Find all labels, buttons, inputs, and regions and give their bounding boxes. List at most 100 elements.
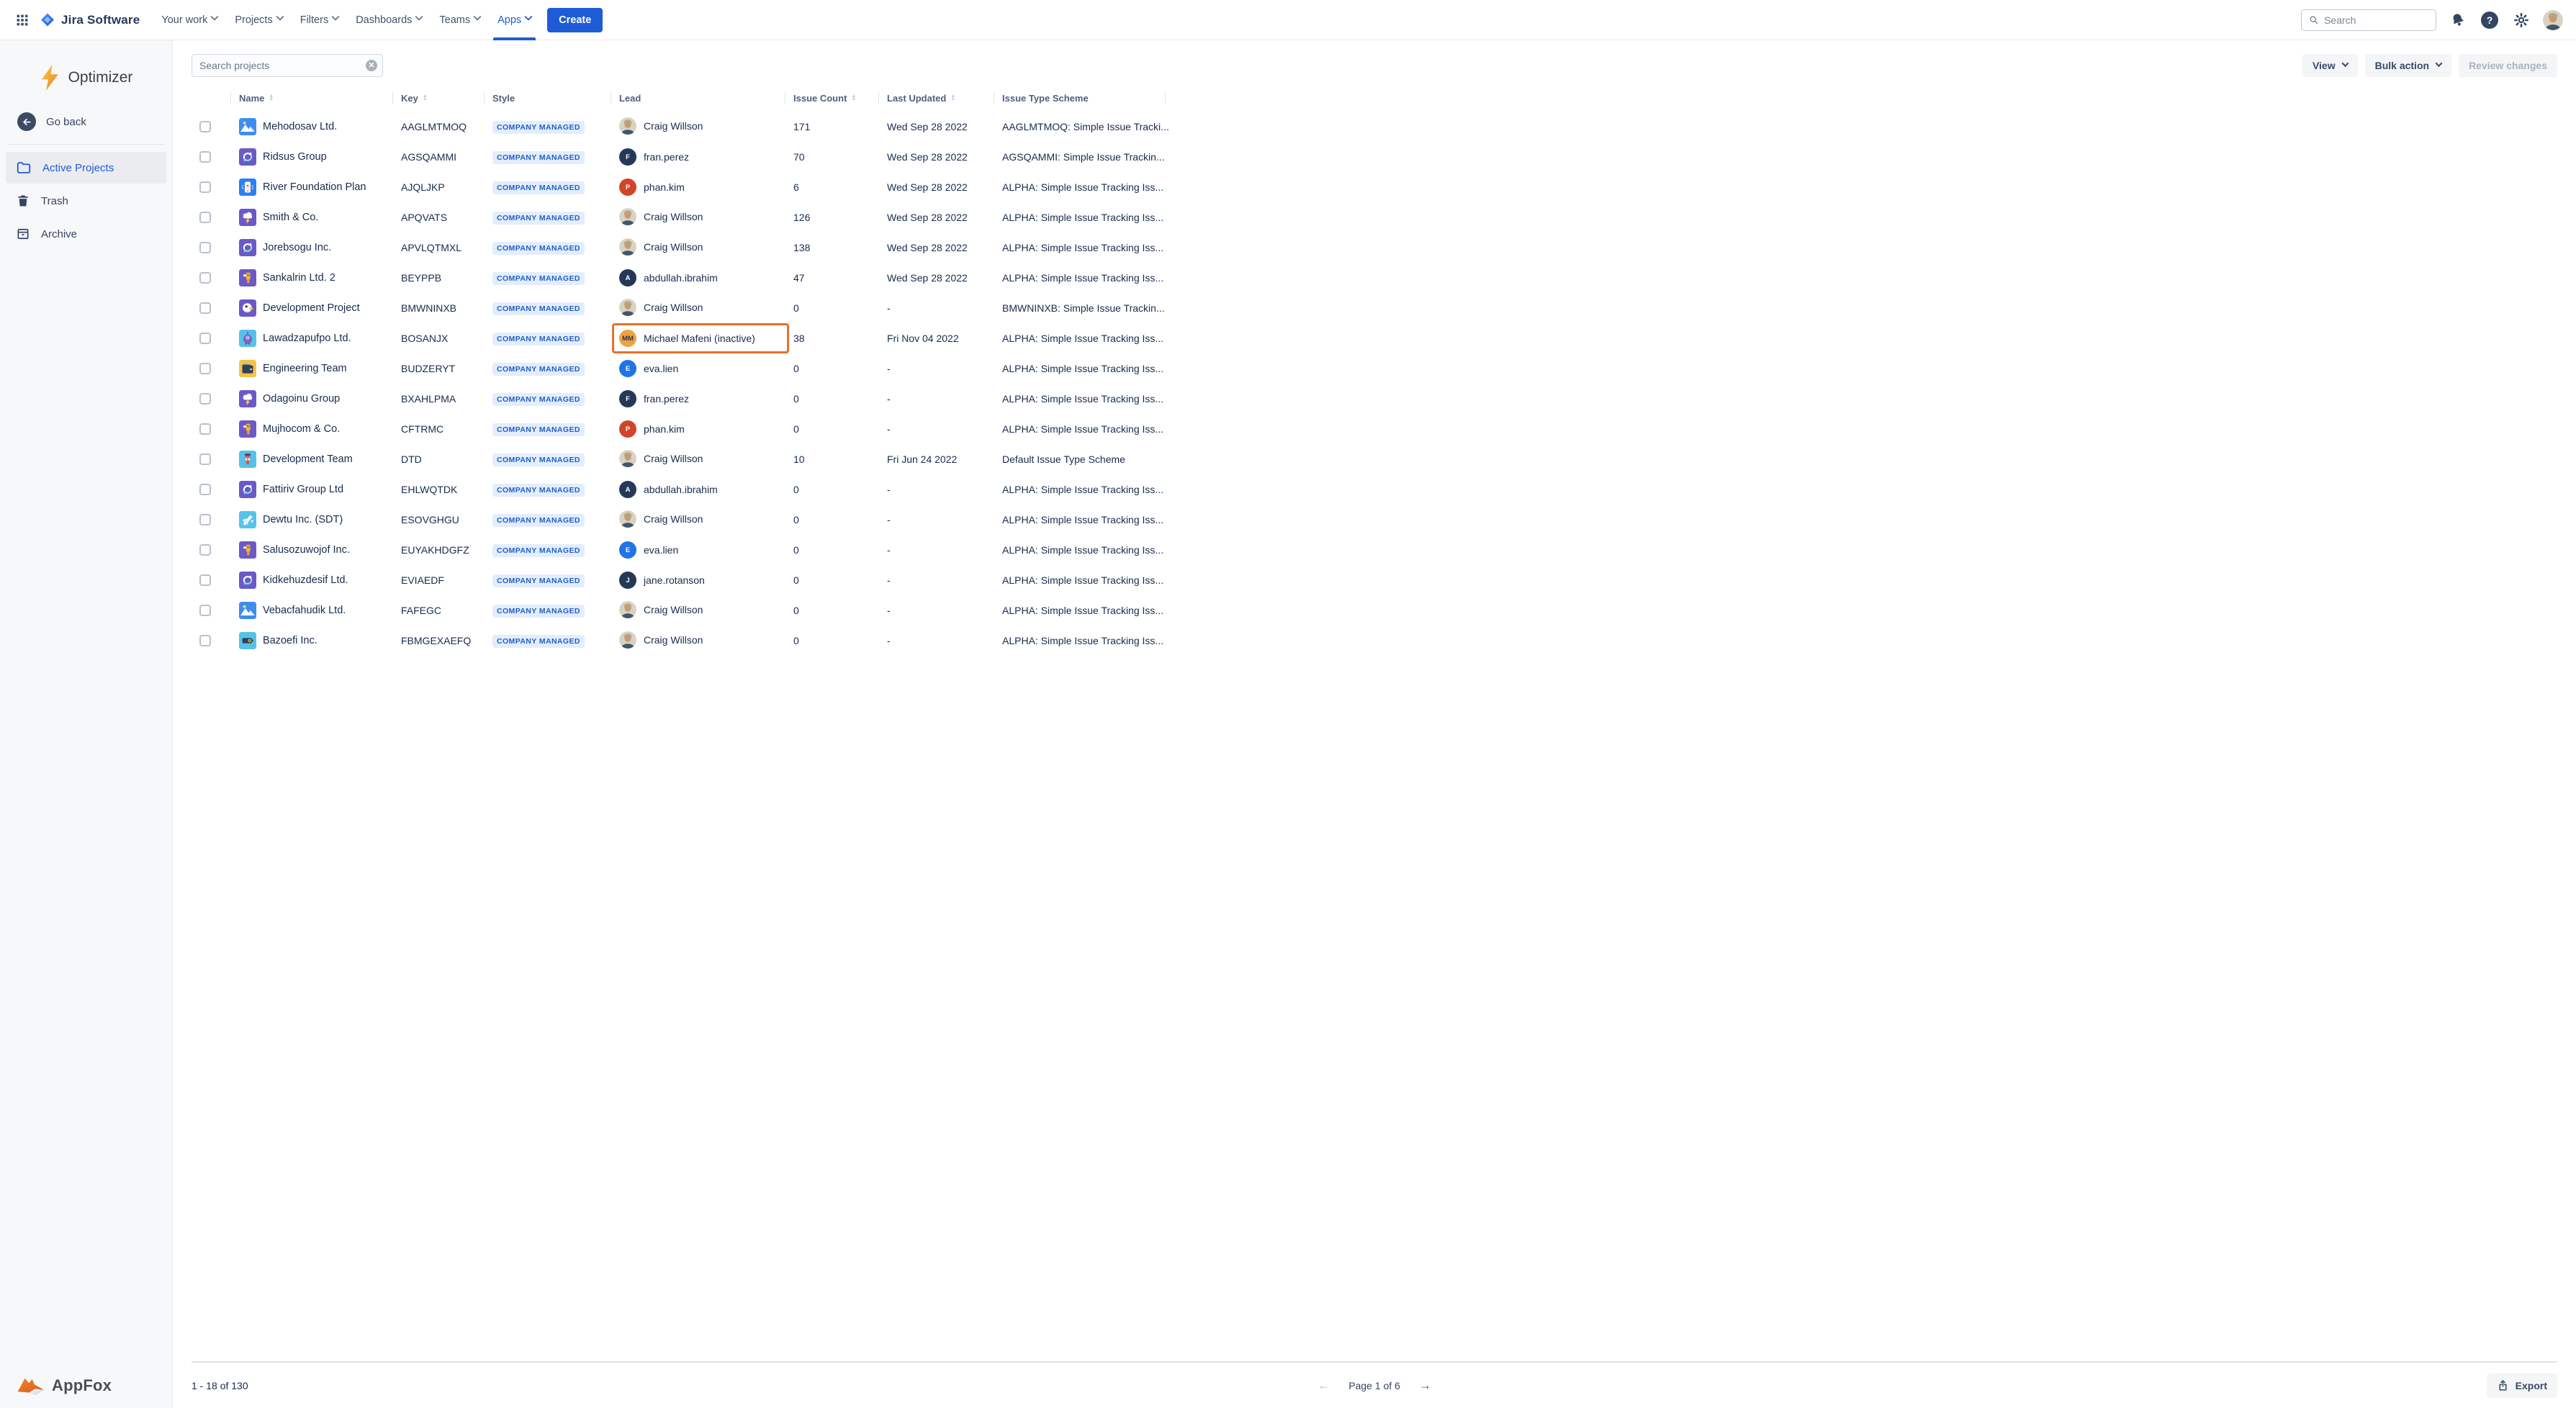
sort-icon[interactable]: ▲ ▼ bbox=[851, 94, 857, 102]
table-row[interactable]: Ridsus Group AGSQAMMI COMPANY MANAGED F … bbox=[192, 142, 2557, 172]
issue-type-scheme: ALPHA: Simple Issue Tracking Iss... bbox=[1002, 423, 1164, 435]
sidebar-item-trash[interactable]: Trash bbox=[6, 185, 166, 217]
project-key: CFTRMC bbox=[401, 423, 444, 435]
row-checkbox[interactable] bbox=[199, 242, 211, 253]
row-checkbox[interactable] bbox=[199, 151, 211, 163]
lead-name: Craig Willson bbox=[644, 301, 703, 313]
search-icon bbox=[2310, 16, 2318, 24]
row-checkbox[interactable] bbox=[199, 393, 211, 405]
mountain-project-icon bbox=[239, 602, 256, 619]
row-checkbox[interactable] bbox=[199, 272, 211, 284]
global-search[interactable] bbox=[2301, 9, 2436, 31]
bulk-action-button[interactable]: Bulk action bbox=[2364, 54, 2452, 77]
row-checkbox[interactable] bbox=[199, 484, 211, 495]
lead-avatar-photo bbox=[619, 238, 636, 256]
table-row[interactable]: Lawadzapufpo Ltd. BOSANJX COMPANY MANAGE… bbox=[192, 323, 2557, 353]
coffee-project-icon bbox=[239, 451, 256, 468]
notification-bell-icon[interactable] bbox=[2448, 10, 2468, 30]
search-projects-input[interactable] bbox=[192, 54, 383, 77]
lead-cell: E eva.lien bbox=[619, 360, 678, 377]
sort-icon[interactable]: ▲ ▼ bbox=[950, 94, 956, 102]
table-row[interactable]: Sankalrin Ltd. 2 BEYPPB COMPANY MANAGED … bbox=[192, 263, 2557, 293]
lead-avatar: MM bbox=[619, 330, 636, 347]
sidebar-item-archive[interactable]: Archive bbox=[6, 218, 166, 250]
user-avatar[interactable] bbox=[2543, 9, 2563, 30]
nav-item-projects[interactable]: Projects bbox=[226, 0, 291, 40]
app-switcher-icon[interactable] bbox=[10, 8, 35, 32]
table-row[interactable]: Fattiriv Group Ltd EHLWQTDK COMPANY MANA… bbox=[192, 474, 2557, 505]
table-row[interactable]: Smith & Co. APQVATS COMPANY MANAGED Crai… bbox=[192, 202, 2557, 233]
scanner-project-icon bbox=[239, 269, 256, 286]
table-row[interactable]: Development Project BMWNINXB COMPANY MAN… bbox=[192, 293, 2557, 323]
go-back-button[interactable]: Go back bbox=[17, 112, 161, 131]
lead-cell: J jane.rotanson bbox=[619, 572, 705, 589]
project-key: BMWNINXB bbox=[401, 302, 456, 314]
row-checkbox[interactable] bbox=[199, 363, 211, 374]
style-badge: COMPANY MANAGED bbox=[492, 392, 585, 406]
nav-item-dashboards[interactable]: Dashboards bbox=[347, 0, 431, 40]
nav-item-your-work[interactable]: Your work bbox=[153, 0, 226, 40]
row-checkbox[interactable] bbox=[199, 333, 211, 344]
column-header-key[interactable]: Key ▲ ▼ bbox=[392, 93, 484, 104]
table-row[interactable]: Jorebsogu Inc. APVLQTMXL COMPANY MANAGED… bbox=[192, 233, 2557, 263]
lead-name: abdullah.ibrahim bbox=[644, 272, 718, 284]
lead-cell: Craig Willson bbox=[619, 238, 703, 256]
last-updated: Wed Sep 28 2022 bbox=[887, 272, 968, 284]
table-row[interactable]: Bazoefi Inc. FBMGEXAEFQ COMPANY MANAGED … bbox=[192, 626, 2557, 656]
table-row[interactable]: Mehodosav Ltd. AAGLMTMOQ COMPANY MANAGED… bbox=[192, 112, 2557, 142]
table-row[interactable]: River Foundation Plan AJQLJKP COMPANY MA… bbox=[192, 172, 2557, 202]
clear-search-icon[interactable]: ✕ bbox=[366, 60, 377, 71]
table-row[interactable]: Odagoinu Group BXAHLPMA COMPANY MANAGED … bbox=[192, 384, 2557, 414]
table-row[interactable]: Salusozuwojof Inc. EUYAKHDGFZ COMPANY MA… bbox=[192, 535, 2557, 565]
review-changes-button[interactable]: Review changes bbox=[2459, 54, 2557, 77]
view-button[interactable]: View bbox=[2302, 54, 2358, 77]
sidebar-item-active-projects[interactable]: Active Projects bbox=[6, 152, 166, 184]
column-header-issue-count[interactable]: Issue Count ▲ ▼ bbox=[785, 93, 878, 104]
project-key: EVIAEDF bbox=[401, 574, 444, 586]
table-row[interactable]: Engineering Team BUDZERYT COMPANY MANAGE… bbox=[192, 353, 2557, 384]
row-checkbox[interactable] bbox=[199, 635, 211, 646]
export-button[interactable]: Export bbox=[2486, 1373, 2557, 1398]
archive-icon bbox=[16, 227, 30, 241]
lead-name: eva.lien bbox=[644, 363, 679, 374]
row-checkbox[interactable] bbox=[199, 574, 211, 586]
project-key: AGSQAMMI bbox=[401, 151, 457, 163]
row-checkbox[interactable] bbox=[199, 212, 211, 223]
column-header-name[interactable]: Name ▲ ▼ bbox=[230, 93, 392, 104]
column-header-last-updated[interactable]: Last Updated ▲ ▼ bbox=[878, 93, 994, 104]
row-checkbox[interactable] bbox=[199, 605, 211, 616]
issue-type-scheme: ALPHA: Simple Issue Tracking Iss... bbox=[1002, 635, 1164, 646]
row-checkbox[interactable] bbox=[199, 514, 211, 525]
style-badge: COMPANY MANAGED bbox=[492, 604, 585, 618]
jira-logo[interactable]: Jira Software bbox=[39, 12, 140, 29]
appfox-logo: AppFox bbox=[14, 1375, 112, 1396]
create-button[interactable]: Create bbox=[547, 7, 603, 32]
table-header: Name ▲ ▼ Key ▲ ▼ Style Lead Issue Count ▲ ▼ Last Up… bbox=[192, 89, 2557, 107]
row-checkbox[interactable] bbox=[199, 453, 211, 465]
help-icon[interactable]: ? bbox=[2480, 10, 2500, 30]
refresh-project-icon bbox=[239, 481, 256, 498]
lead-cell: Craig Willson bbox=[619, 600, 703, 618]
next-page-arrow-icon[interactable]: → bbox=[1418, 1378, 1431, 1392]
table-row[interactable]: Vebacfahudik Ltd. FAFEGC COMPANY MANAGED… bbox=[192, 595, 2557, 626]
row-checkbox[interactable] bbox=[199, 544, 211, 556]
global-search-input[interactable] bbox=[2324, 14, 2428, 26]
settings-gear-icon[interactable] bbox=[2511, 10, 2531, 30]
row-checkbox[interactable] bbox=[199, 121, 211, 132]
nav-item-apps[interactable]: Apps bbox=[489, 0, 540, 40]
row-checkbox[interactable] bbox=[199, 181, 211, 193]
nav-item-teams[interactable]: Teams bbox=[431, 0, 489, 40]
nav-item-filters[interactable]: Filters bbox=[292, 0, 347, 40]
lead-cell-highlighted: MM Michael Mafeni (inactive) bbox=[612, 323, 789, 353]
row-checkbox[interactable] bbox=[199, 423, 211, 435]
table-row[interactable]: Mujhocom & Co. CFTRMC COMPANY MANAGED P … bbox=[192, 414, 2557, 444]
sort-icon[interactable]: ▲ ▼ bbox=[422, 94, 428, 102]
table-row[interactable]: Dewtu Inc. (SDT) ESOVGHGU COMPANY MANAGE… bbox=[192, 505, 2557, 535]
table-row[interactable]: Development Team DTD COMPANY MANAGED Cra… bbox=[192, 444, 2557, 474]
sort-icon[interactable]: ▲ ▼ bbox=[269, 94, 274, 102]
table-row[interactable]: Kidkehuzdesif Ltd. EVIAEDF COMPANY MANAG… bbox=[192, 565, 2557, 595]
toolbar: ✕ View Bulk action Review changes bbox=[192, 54, 2557, 77]
prev-page-arrow-icon[interactable]: ← bbox=[1318, 1378, 1330, 1392]
battery-project-icon bbox=[239, 632, 256, 649]
row-checkbox[interactable] bbox=[199, 302, 211, 314]
